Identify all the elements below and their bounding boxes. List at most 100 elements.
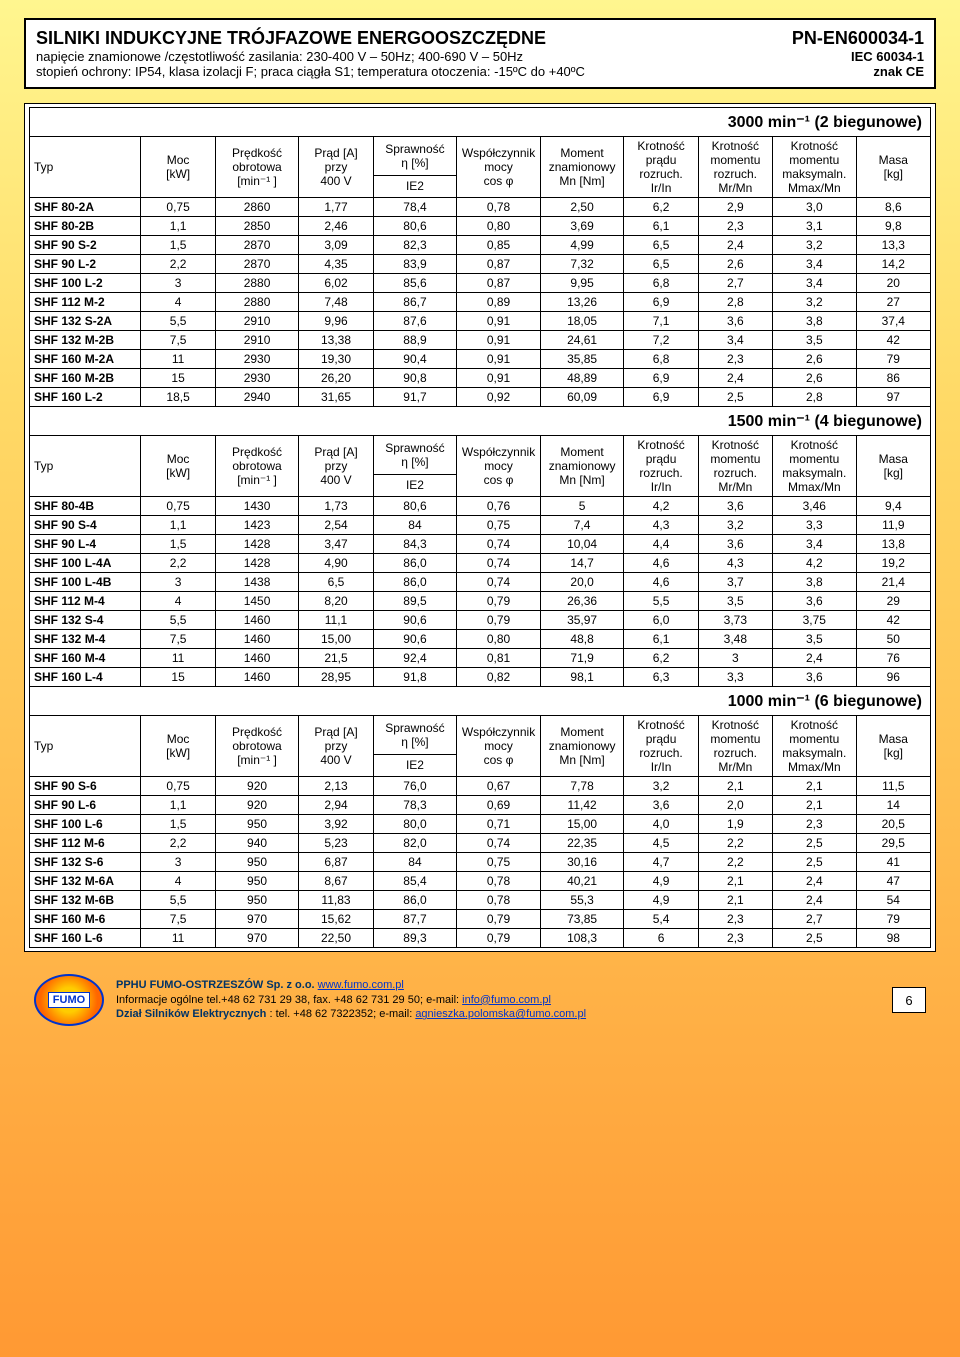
table-cell: 73,85 <box>540 910 624 929</box>
table-cell: 9,4 <box>856 497 930 516</box>
table-cell: 19,2 <box>856 554 930 573</box>
column-header: Sprawnośćη [%] <box>373 137 457 176</box>
table-cell: 1,5 <box>141 236 215 255</box>
table-cell: SHF 132 S-4 <box>30 611 141 630</box>
column-header: Prąd [A]przy400 V <box>299 716 373 777</box>
table-cell: 89,5 <box>373 592 457 611</box>
table-cell: SHF 90 L-6 <box>30 796 141 815</box>
table-row: SHF 90 S-60,759202,1376,00,677,783,22,12… <box>30 777 931 796</box>
column-header: Krotnośćmomenturozruch.Mr/Mn <box>698 716 772 777</box>
table-cell: 79 <box>856 910 930 929</box>
table-cell: 2,1 <box>698 872 772 891</box>
table-row: SHF 80-4B0,7514301,7380,60,7654,23,63,46… <box>30 497 931 516</box>
table-cell: 84 <box>373 853 457 872</box>
table-cell: 3,2 <box>624 777 698 796</box>
table-cell: 6,5 <box>624 255 698 274</box>
table-cell: 0,80 <box>457 630 541 649</box>
table-cell: 0,74 <box>457 554 541 573</box>
table-row: SHF 112 M-4414508,2089,50,7926,365,53,53… <box>30 592 931 611</box>
table-cell: 5 <box>540 497 624 516</box>
table-cell: 15,00 <box>540 815 624 834</box>
table-cell: 84 <box>373 516 457 535</box>
column-header: Współczynnikmocycos φ <box>457 716 541 777</box>
table-cell: 20,5 <box>856 815 930 834</box>
table-cell: 78,4 <box>373 198 457 217</box>
table-cell: 3 <box>141 573 215 592</box>
table-row: SHF 100 L-4B314386,586,00,7420,04,63,73,… <box>30 573 931 592</box>
table-cell: 10,04 <box>540 535 624 554</box>
table-cell: SHF 100 L-4A <box>30 554 141 573</box>
table-cell: 6,8 <box>624 274 698 293</box>
column-header: Masa[kg] <box>856 716 930 777</box>
table-cell: 2910 <box>215 312 299 331</box>
table-cell: 6,1 <box>624 630 698 649</box>
table-cell: 2,0 <box>698 796 772 815</box>
footer-url[interactable]: www.fumo.com.pl <box>318 979 404 991</box>
table-cell: 37,4 <box>856 312 930 331</box>
table-cell: 3,0 <box>773 198 857 217</box>
table-cell: 2,6 <box>698 255 772 274</box>
table-row: SHF 112 M-62,29405,2382,00,7422,354,52,2… <box>30 834 931 853</box>
table-cell: 2,3 <box>698 217 772 236</box>
table-row: SHF 90 S-41,114232,54840,757,44,33,23,31… <box>30 516 931 535</box>
table-cell: 0,79 <box>457 929 541 948</box>
table-cell: 11,9 <box>856 516 930 535</box>
table-cell: 3,6 <box>624 796 698 815</box>
table-cell: 2,13 <box>299 777 373 796</box>
table-cell: 2,1 <box>773 796 857 815</box>
table-cell: 2,4 <box>773 649 857 668</box>
doc-sub2-left: stopień ochrony: IP54, klasa izolacji F;… <box>36 64 585 79</box>
table-cell: 4 <box>141 592 215 611</box>
table-cell: SHF 80-2B <box>30 217 141 236</box>
table-cell: 4 <box>141 872 215 891</box>
table-cell: 1423 <box>215 516 299 535</box>
table-cell: 0,75 <box>141 198 215 217</box>
table-cell: 3,6 <box>698 535 772 554</box>
table-cell: 26,20 <box>299 369 373 388</box>
table-cell: 0,74 <box>457 535 541 554</box>
table-cell: 2,5 <box>773 853 857 872</box>
table-cell: 76 <box>856 649 930 668</box>
table-row: SHF 160 L-415146028,9591,80,8298,16,33,3… <box>30 668 931 687</box>
table-cell: 1,5 <box>141 815 215 834</box>
table-cell: 3,6 <box>773 592 857 611</box>
column-header: Prąd [A]przy400 V <box>299 137 373 198</box>
footer-email1[interactable]: info@fumo.com.pl <box>462 994 551 1006</box>
table-cell: 47 <box>856 872 930 891</box>
table-cell: 76,0 <box>373 777 457 796</box>
table-cell: SHF 160 M-2A <box>30 350 141 369</box>
table-cell: 6,9 <box>624 388 698 407</box>
table-cell: 7,78 <box>540 777 624 796</box>
column-header: Typ <box>30 716 141 777</box>
column-header: Moc[kW] <box>141 436 215 497</box>
table-cell: 1438 <box>215 573 299 592</box>
table-cell: 950 <box>215 853 299 872</box>
table-cell: 2,2 <box>141 255 215 274</box>
table-cell: 90,6 <box>373 630 457 649</box>
table-cell: 11 <box>141 350 215 369</box>
table-cell: 0,92 <box>457 388 541 407</box>
tables-container: 3000 min⁻¹ (2 biegunowe)TypMoc[kW]Prędko… <box>24 103 936 952</box>
section-title: 1000 min⁻¹ (6 biegunowe) <box>30 687 931 716</box>
table-cell: 71,9 <box>540 649 624 668</box>
table-cell: 8,67 <box>299 872 373 891</box>
table-cell: SHF 132 M-2B <box>30 331 141 350</box>
table-cell: 3,3 <box>773 516 857 535</box>
footer-email2[interactable]: agnieszka.polomska@fumo.com.pl <box>415 1008 586 1020</box>
table-cell: 0,74 <box>457 834 541 853</box>
table-cell: 14,2 <box>856 255 930 274</box>
table-cell: 20,0 <box>540 573 624 592</box>
table-cell: 85,4 <box>373 872 457 891</box>
table-cell: 90,6 <box>373 611 457 630</box>
column-header: Krotnośćprądurozruch.Ir/In <box>624 137 698 198</box>
table-cell: 2,4 <box>773 891 857 910</box>
table-cell: SHF 100 L-2 <box>30 274 141 293</box>
table-cell: 0,74 <box>457 573 541 592</box>
table-cell: 3,47 <box>299 535 373 554</box>
header-box: SILNIKI INDUKCYJNE TRÓJFAZOWE ENERGOOSZC… <box>24 18 936 89</box>
table-cell: 92,4 <box>373 649 457 668</box>
table-cell: 11 <box>141 929 215 948</box>
table-cell: SHF 90 L-2 <box>30 255 141 274</box>
table-cell: SHF 160 L-4 <box>30 668 141 687</box>
table-cell: 78,3 <box>373 796 457 815</box>
